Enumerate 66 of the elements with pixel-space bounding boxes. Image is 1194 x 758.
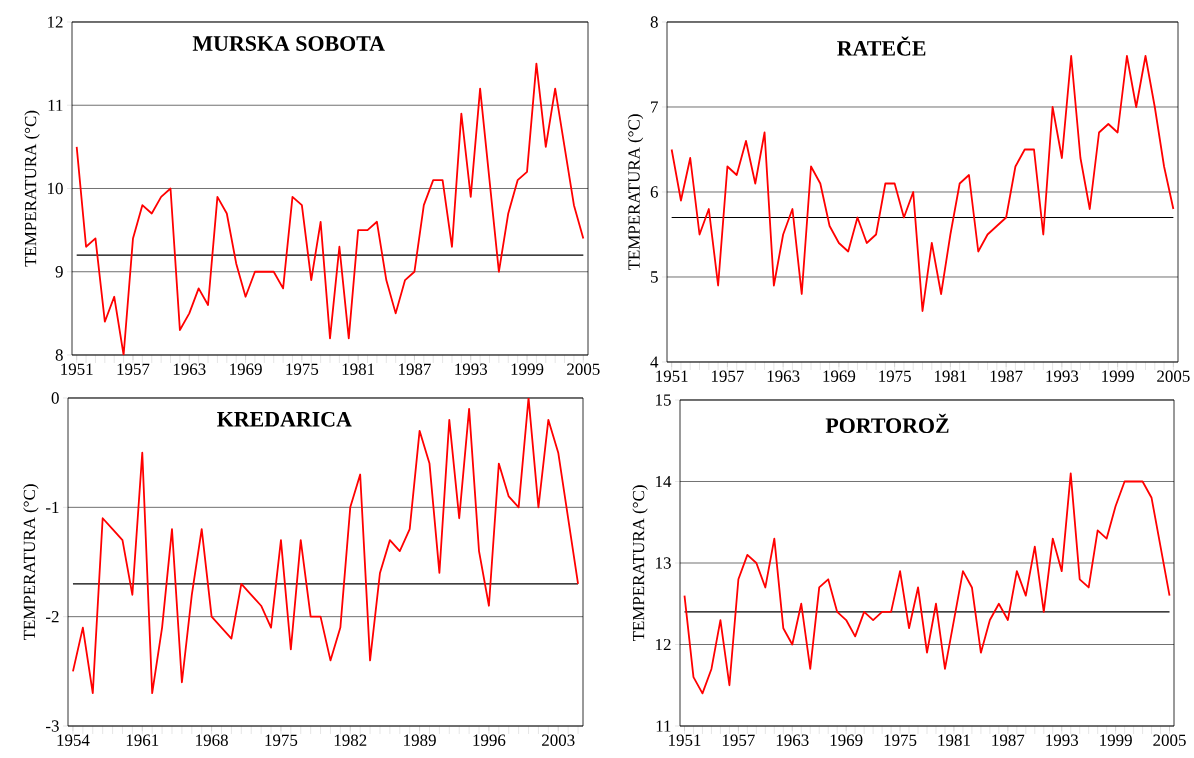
x-tick-label: 1963 [767,370,800,382]
x-tick-label: 1963 [776,734,809,746]
y-axis-title: TEMPERATURA (°C) [627,114,644,271]
x-tick-label: 1989 [404,734,436,746]
y-tick-label: 13 [656,557,671,569]
y-tick-label: -1 [46,501,59,513]
x-tick-label: 1999 [1100,734,1132,746]
y-tick-label: 6 [650,186,658,198]
y-tick-label: 8 [55,349,63,361]
line-series [670,55,1175,312]
y-tick-label: 7 [651,101,658,113]
y-axis-title: TEMPERATURA (°C) [632,485,648,642]
x-tick-label: 2005 [1157,370,1190,382]
x-tick-label: 1963 [173,363,206,375]
x-tick-label: 1993 [1046,734,1079,746]
x-tick-label: 1969 [830,734,863,746]
y-tick-label: -2 [46,611,59,623]
text: RATEČE [837,36,926,56]
x-tick-label: 1951 [61,363,93,375]
chart-title: MURSKA SOBOTA [192,36,385,51]
x-tick-label: 1981 [934,370,967,382]
y-tick-label: 11 [48,99,63,111]
x-tick-label: 1957 [711,370,744,382]
x-tick-label: 2005 [567,363,600,375]
x-tick-label: 1987 [990,370,1023,382]
y-tick-label: 14 [656,475,672,488]
y-tick-label: 15 [656,394,671,406]
x-tick-label: 1975 [879,370,911,382]
x-tick-label: 1957 [722,734,755,746]
x-tick-label: 1969 [230,363,262,375]
x-tick-label: 1993 [1046,370,1079,382]
x-tick-label: 1987 [398,363,431,375]
y-tick-label: -3 [46,720,59,732]
y-tick-label: 8 [650,16,658,28]
x-tick-label: 1951 [669,734,701,746]
x-tick-label: 1975 [286,363,319,375]
x-tick-label: 1996 [473,734,506,746]
x-tick-label: 1969 [823,370,856,382]
y-tick-label: 12 [48,16,63,28]
x-tick-label: 1993 [455,363,488,375]
x-tick-label: 1987 [992,734,1025,746]
y-axis-title: TEMPERATURA (°C) [23,484,39,641]
y-tick-label: 12 [656,638,671,651]
x-tick-label: 1981 [342,363,375,375]
y-tick-label: 0 [51,392,59,404]
x-tick-label: 1999 [511,363,544,375]
x-tick-label: 1981 [938,734,970,746]
x-tick-label: 1951 [656,370,688,382]
y-tick-label: 11 [656,720,671,732]
y-tick-label: 10 [48,182,63,195]
x-tick-label: 1954 [57,734,90,746]
x-tick-label: 1975 [265,734,298,746]
y-tick-label: 9 [55,266,63,278]
x-tick-label: 1961 [126,734,159,746]
x-tick-label: 1982 [334,734,367,746]
x-tick-label: 1975 [884,734,917,746]
x-tick-label: 1957 [117,363,150,375]
x-tick-label: 2005 [1153,734,1186,746]
x-tick-label: 2003 [542,734,575,746]
y-axis-title: TEMPERATURA (°C) [24,110,40,267]
x-tick-label: 1968 [196,734,228,746]
y-tick-label: 4 [650,356,659,368]
text: PORTOROŽ [825,413,949,434]
chart-title: KREDARICA [217,411,352,427]
y-tick-label: 5 [651,271,658,283]
x-tick-label: 1999 [1102,370,1134,382]
